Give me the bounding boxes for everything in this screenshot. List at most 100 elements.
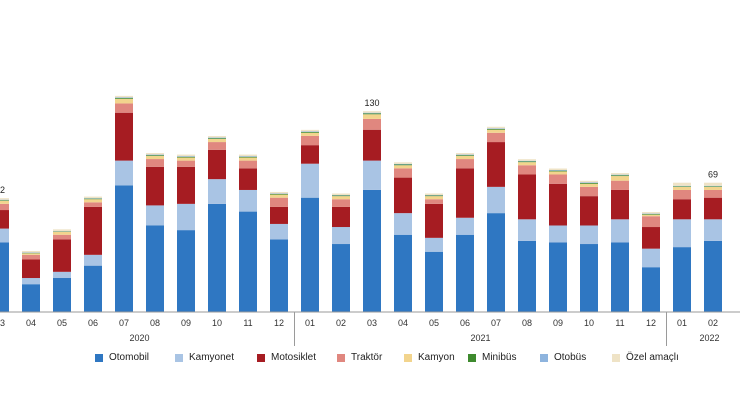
bar-segment-motosiklet-6	[177, 166, 195, 204]
bar-segment-motosiklet-13	[394, 177, 412, 214]
bar-segment-trakt-r-6	[177, 160, 195, 167]
x-tick-label-17: 08	[522, 318, 532, 328]
bar-segment-kamyonet-20	[611, 219, 629, 243]
bar-segment-kamyon-5	[146, 155, 164, 160]
bar-segment--zel-ama-l--6	[177, 154, 195, 157]
bar-segment-kamyon-22	[673, 186, 691, 190]
bar-segment-kamyon-23	[704, 186, 722, 190]
bar-segment-otomobil-1	[22, 284, 40, 312]
bar-segment-minib-s-7	[208, 138, 226, 139]
legend-swatch	[404, 353, 412, 362]
bar-segment-kamyon-3	[84, 199, 102, 203]
bar-segment-minib-s-9	[270, 193, 288, 195]
bar-segment--zel-ama-l--18	[549, 168, 567, 171]
bars-group	[0, 95, 722, 312]
bar-segment-otomobil-2	[53, 278, 71, 312]
x-tick-label-22: 01	[677, 318, 687, 328]
legend-swatch	[95, 353, 103, 362]
bar-segment-otomobil-18	[549, 242, 567, 312]
bar-segment-minib-s-19	[580, 183, 598, 184]
bar-segment-otomobil-5	[146, 225, 164, 312]
bar-segment-kamyonet-16	[487, 186, 505, 214]
x-tick-label-6: 09	[181, 318, 191, 328]
bar-segment-minib-s-4	[115, 98, 133, 99]
bar-segment-minib-s-20	[611, 175, 629, 177]
bar-segment-trakt-r-19	[580, 186, 598, 197]
legend-item-trakt-r: Traktör	[337, 352, 382, 363]
bar-segment-kamyonet-1	[22, 278, 40, 285]
bar-segment-otomobil-20	[611, 242, 629, 312]
bar-segment-motosiklet-1	[22, 259, 40, 279]
legend-label: Motosiklet	[271, 352, 317, 363]
bar-segment-otomobil-9	[270, 239, 288, 312]
bar-segment-motosiklet-3	[84, 206, 102, 255]
bar-segment-otomobil-8	[239, 211, 257, 312]
x-tick-label-2: 05	[57, 318, 67, 328]
bar-segment-otomobil-12	[363, 189, 381, 312]
bar-segment-motosiklet-11	[332, 206, 350, 228]
bar-segment--zel-ama-l--22	[673, 182, 691, 186]
bar-segment-otomobil-10	[301, 197, 319, 312]
legend-item--zel-ama-l-: Özel amaçlı	[612, 352, 679, 363]
bar-segment-otomobil-19	[580, 244, 598, 312]
bar-segment-minib-s-12	[363, 113, 381, 115]
bar-segment-kamyonet-7	[208, 179, 226, 204]
bar-segment-otob-s-12	[363, 112, 381, 114]
bar-segment-kamyon-11	[332, 196, 350, 200]
bar-segment-kamyon-2	[53, 231, 71, 235]
bar-segment-kamyonet-2	[53, 271, 71, 279]
x-tick-label-9: 12	[274, 318, 284, 328]
bar-segment--zel-ama-l--13	[394, 162, 412, 164]
bar-segment-trakt-r-3	[84, 202, 102, 207]
bar-segment--zel-ama-l--4	[115, 95, 133, 98]
bar-segment-motosiklet-5	[146, 166, 164, 206]
bar-segment-trakt-r-5	[146, 159, 164, 167]
bar-segment-kamyon-4	[115, 98, 133, 104]
bar-segment-kamyon-16	[487, 129, 505, 133]
bar-segment-kamyon-12	[363, 114, 381, 119]
bar-segment-motosiklet-12	[363, 129, 381, 161]
bar-segment--zel-ama-l--16	[487, 126, 505, 129]
bar-segment-motosiklet-14	[425, 203, 443, 238]
bar-segment-kamyon-15	[456, 155, 474, 160]
x-tick-label-8: 11	[243, 318, 252, 328]
bar-segment--zel-ama-l--14	[425, 193, 443, 196]
bar-segment-trakt-r-9	[270, 197, 288, 207]
legend-label: Kamyonet	[189, 352, 235, 363]
bar-segment-kamyon-18	[549, 171, 567, 175]
bar-segment-trakt-r-15	[456, 159, 474, 169]
bar-segment--zel-ama-l--15	[456, 153, 474, 155]
bar-segment-minib-s-21	[642, 214, 660, 215]
bar-segment-motosiklet-16	[487, 142, 505, 187]
bar-segment-kamyonet-12	[363, 160, 381, 190]
bar-segment--zel-ama-l--19	[580, 180, 598, 183]
bar-segment-trakt-r-23	[704, 189, 722, 198]
bar-segment-kamyonet-19	[580, 225, 598, 245]
legend-item-kamyonet: Kamyonet	[175, 352, 234, 363]
x-tick-label-13: 04	[398, 318, 408, 328]
bar-segment-otob-s-10	[301, 131, 319, 133]
bar-segment-otomobil-14	[425, 251, 443, 312]
x-tick-label-10: 01	[305, 318, 315, 328]
bar-segment-kamyonet-9	[270, 223, 288, 240]
legend-label: Traktör	[351, 352, 383, 363]
legend-swatch	[257, 353, 265, 362]
bar-segment-kamyonet-13	[394, 213, 412, 235]
bar-segment-kamyon-13	[394, 165, 412, 169]
bar-segment-otob-s-19	[580, 182, 598, 184]
x-tick-label-20: 11	[615, 318, 624, 328]
bar-segment-trakt-r-16	[487, 132, 505, 143]
bar-segment-minib-s-22	[673, 186, 691, 187]
x-axis: 03 04 05 06 07 08 09 10 11 12 01 02 03 04 05 06 07 08 09 10…	[0, 311, 740, 346]
x-tick-label-11: 02	[336, 318, 346, 328]
bar-segment-minib-s-6	[177, 156, 195, 158]
bar-segment-otomobil-11	[332, 244, 350, 312]
bar-segment--zel-ama-l--23	[704, 182, 722, 186]
bar-segment-kamyonet-22	[673, 219, 691, 248]
bar-segment--zel-ama-l--3	[84, 196, 102, 199]
bar-segment-kamyonet-8	[239, 189, 257, 212]
bar-segment-minib-s-18	[549, 170, 567, 172]
bar-segment--zel-ama-l--11	[332, 193, 350, 196]
legend-label: Özel amaçlı	[626, 352, 679, 363]
